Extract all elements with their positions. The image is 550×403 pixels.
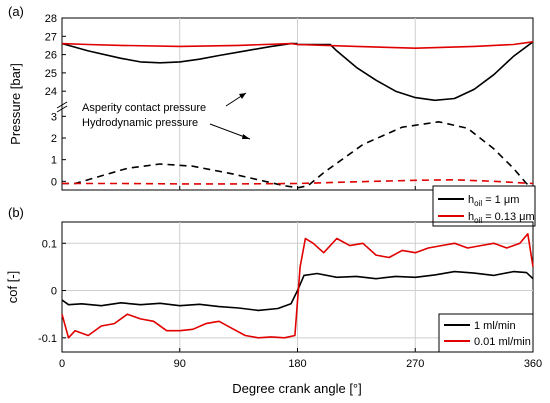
panel-a-series-5-asperity — [62, 179, 534, 185]
panel-b-y-axis-label: cof [-] — [5, 271, 20, 304]
x-tick-label-270: 270 — [406, 358, 424, 370]
panel-a-ytick-label-low-1: 1 — [51, 155, 57, 167]
x-tick-label-360: 360 — [524, 358, 542, 370]
x-tick-label-180: 180 — [288, 358, 306, 370]
legend-b-entry-2: 0.01 ml/min — [474, 336, 531, 348]
panel-a-series-3-asperity — [62, 163, 298, 189]
x-tick-label-90: 90 — [174, 358, 186, 370]
panel-b-series-0 — [61, 270, 534, 312]
panel-b-ytick-label-0: -0.1 — [38, 333, 57, 345]
panel-a-ytick-label-low-0: 0 — [51, 176, 57, 188]
asperity-arrow-head — [239, 93, 246, 99]
panel-b-lines — [61, 233, 534, 339]
asperity-annotation: Asperity contact pressure — [82, 102, 206, 114]
panel-a-ytick-label-low-3: 3 — [51, 111, 57, 123]
panel-a-ytick-label-low-2: 2 — [51, 133, 57, 145]
panel-a: 24 25 26 27 28 0 1 2 3 (a) Pressure [bar] Asperi… — [8, 4, 536, 227]
panel-b-series-1 — [61, 233, 534, 339]
panel-a-legend: hoil = 1 μm hoil = 0.13 μm — [432, 185, 536, 227]
hydrodynamic-arrow-head — [242, 134, 250, 139]
panel-a-y-axis-label: Pressure [bar] — [8, 63, 23, 145]
panel-a-ytick-label-24: 24 — [45, 86, 57, 98]
panel-a-ytick-label-26: 26 — [45, 50, 57, 62]
axis-break-marker — [56, 101, 68, 113]
hydrodynamic-annotation: Hydrodynamic pressure — [82, 117, 198, 129]
legend-a-entry-1: hoil = 1 μm — [468, 194, 519, 208]
panel-b-ytick-label-1: 0 — [51, 286, 57, 298]
panel-a-label: (a) — [8, 4, 24, 19]
panel-a-series-2-hydrodynamic — [61, 41, 534, 50]
panel-a-ytick-label-27: 27 — [45, 31, 57, 43]
legend-b-entry-1: 1 ml/min — [474, 320, 516, 332]
panel-a-ytick-label-28: 28 — [45, 13, 57, 25]
panel-a-series-1-hydrodynamic — [297, 41, 534, 102]
legend-a-entry-2: hoil = 0.13 μm — [468, 211, 535, 225]
panel-a-ticks: 24 25 26 27 28 0 1 2 3 — [45, 13, 534, 190]
panel-b-ytick-label-2: 0.1 — [42, 238, 57, 250]
panel-b-legend: 1 ml/min 0.01 ml/min — [438, 313, 534, 353]
panel-a-ytick-label-25: 25 — [45, 68, 57, 80]
x-tick-label-0: 0 — [59, 358, 65, 370]
panel-b-label: (b) — [8, 205, 24, 220]
x-axis-label: Degree crank angle [°] — [232, 381, 362, 396]
panel-a-series-4-asperity — [297, 121, 534, 189]
panel-a-series-0-hydrodynamic — [61, 42, 298, 64]
panel-a-lines — [61, 41, 534, 189]
panel-b: -0.1 0 0.1 0 90 180 270 360 (b) cof [-] Degree … — [5, 205, 542, 396]
